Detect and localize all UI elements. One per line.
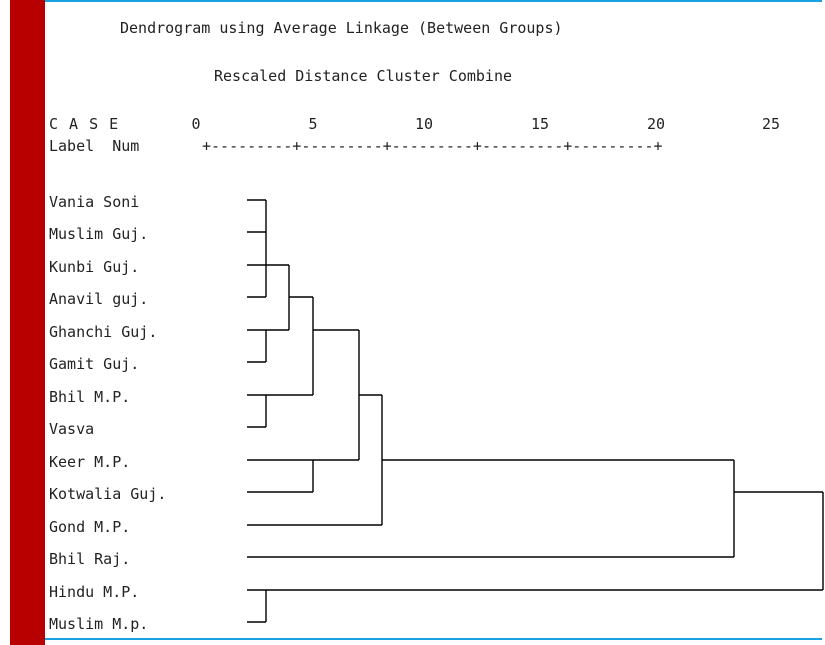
case-label: Gond M.P. — [49, 518, 131, 536]
sidebar-strip — [10, 0, 45, 645]
case-label: Anavil guj. — [49, 290, 149, 308]
axis-tick-25: 25 — [761, 115, 781, 133]
case-label: Hindu M.P. — [49, 583, 140, 601]
distance-ruler: +---------+---------+---------+---------… — [202, 137, 663, 155]
case-label: Muslim M.p. — [49, 615, 149, 633]
case-label: Vasva — [49, 420, 95, 438]
case-header: C A S E — [49, 115, 120, 133]
dendrogram-subtitle: Rescaled Distance Cluster Combine — [214, 67, 513, 85]
case-label: Muslim Guj. — [49, 225, 149, 243]
dendrogram-title: Dendrogram using Average Linkage (Betwee… — [120, 19, 563, 37]
axis-tick-0: 0 — [191, 115, 201, 133]
case-label: Gamit Guj. — [49, 355, 140, 373]
case-label: Keer M.P. — [49, 453, 131, 471]
case-label: Bhil Raj. — [49, 550, 131, 568]
case-label: Vania Soni — [49, 193, 140, 211]
label-num-header: Label Num — [49, 137, 140, 155]
content-frame — [45, 0, 822, 640]
case-label: Kunbi Guj. — [49, 258, 140, 276]
axis-tick-20: 20 — [646, 115, 666, 133]
case-label: Kotwalia Guj. — [49, 485, 167, 503]
axis-tick-15: 15 — [530, 115, 550, 133]
case-label: Ghanchi Guj. — [49, 323, 158, 341]
axis-tick-5: 5 — [308, 115, 318, 133]
case-label: Bhil M.P. — [49, 388, 131, 406]
axis-tick-10: 10 — [414, 115, 434, 133]
